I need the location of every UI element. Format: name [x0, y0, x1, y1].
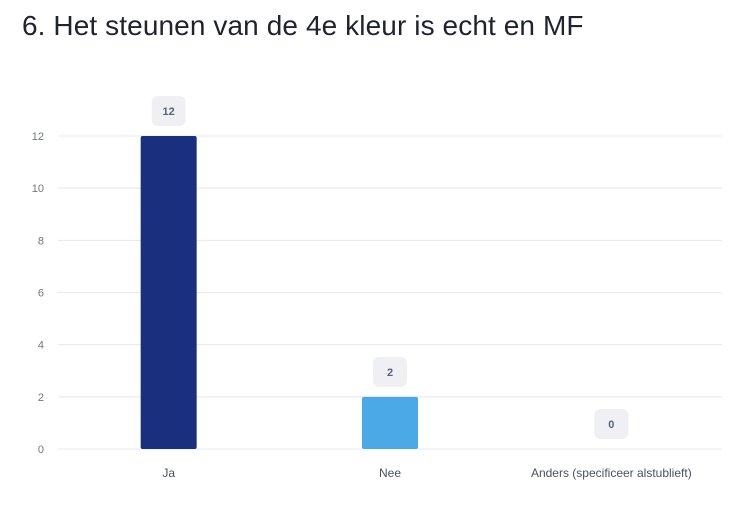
- y-tick-label: 12: [32, 131, 44, 143]
- y-tick-label: 6: [38, 288, 44, 300]
- data-labels: 12 2 0: [151, 96, 629, 439]
- x-axis-categories: Ja Nee Anders (specificeer alstublieft): [162, 466, 691, 480]
- x-category-label: Nee: [379, 466, 401, 480]
- data-label-badge: [373, 356, 407, 387]
- data-label: 2: [373, 356, 407, 387]
- bar[interactable]: [140, 136, 197, 449]
- bars: [140, 136, 418, 449]
- y-tick-label: 8: [38, 235, 44, 247]
- y-axis-ticks: 0 2 4 6 8 10 12: [32, 131, 44, 456]
- y-tick-label: 10: [32, 183, 44, 195]
- y-tick-label: 2: [38, 392, 44, 404]
- data-label-badge: [594, 409, 629, 439]
- data-label: 12: [151, 96, 186, 126]
- y-tick-label: 4: [38, 340, 44, 352]
- data-label-badge: [151, 96, 186, 126]
- data-label: 0: [594, 409, 629, 439]
- data-label-value: 0: [608, 419, 614, 431]
- chart-title: 6. Het steunen van de 4e kleur is echt e…: [22, 10, 584, 41]
- data-label-value: 2: [387, 367, 393, 379]
- bar[interactable]: [362, 396, 418, 449]
- x-category-label: Anders (specificeer alstublieft): [531, 466, 692, 480]
- data-label-value: 12: [163, 106, 175, 118]
- y-tick-label: 0: [38, 444, 44, 456]
- x-category-label: Ja: [162, 466, 175, 480]
